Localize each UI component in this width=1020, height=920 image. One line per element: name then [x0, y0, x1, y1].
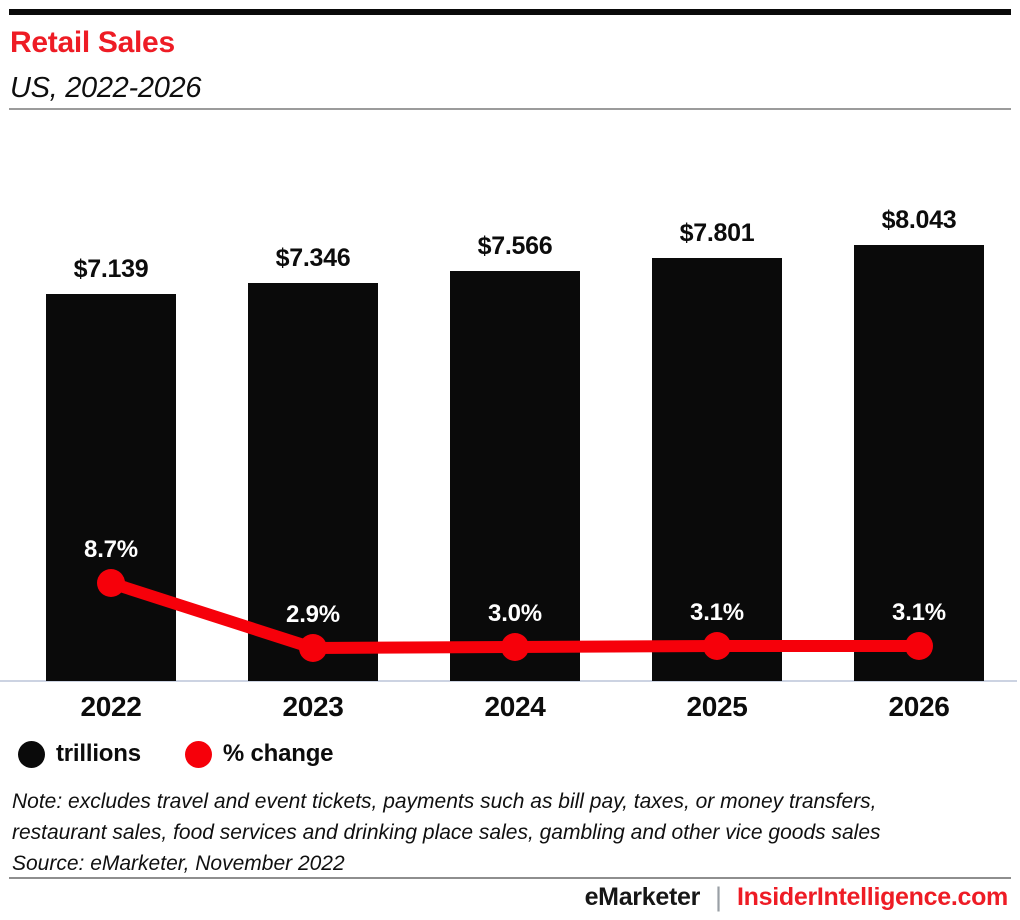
x-axis-label-2024: 2024: [484, 691, 546, 722]
legend-label: % change: [222, 740, 334, 767]
chart-subtitle: US, 2022-2026: [10, 72, 202, 104]
x-axis-label-2025: 2025: [686, 691, 748, 722]
pct-label-2022: 8.7%: [84, 536, 138, 563]
red-dot-icon: [184, 740, 212, 768]
note-line-2: restaurant sales, food services and drin…: [12, 821, 881, 844]
black-dot-icon: [18, 740, 45, 768]
chart-note: Note: excludes travel and event tickets,…: [12, 786, 1012, 879]
legend-label: trillions: [56, 740, 141, 767]
pct-label-2024: 3.0%: [488, 600, 542, 627]
x-axis-label-2022: 2022: [80, 691, 142, 722]
legend-item-pct-change: % change: [184, 740, 334, 768]
bar-value-label-2026: $8.043: [881, 206, 957, 234]
pct-label-2026: 3.1%: [892, 599, 946, 626]
footer-link-insiderintelligence[interactable]: InsiderIntelligence.com: [737, 883, 1008, 911]
bar-2022: [46, 294, 176, 681]
pct-label-2025: 3.1%: [690, 599, 744, 626]
bar-value-label-2024: $7.566: [477, 232, 553, 260]
bar-value-label-2022: $7.139: [73, 255, 149, 283]
page-title: Retail Sales: [10, 26, 175, 59]
x-axis-label-2023: 2023: [282, 691, 344, 722]
header-divider: [9, 108, 1011, 110]
bar-value-label-2025: $7.801: [679, 219, 755, 247]
top-rule: [9, 9, 1011, 15]
footer-divider: [9, 877, 1011, 879]
x-axis-baseline: [0, 680, 1017, 682]
note-line-1: Note: excludes travel and event tickets,…: [12, 790, 877, 813]
source-line: Source: eMarketer, November 2022: [12, 852, 345, 875]
x-axis-label-2026: 2026: [888, 691, 950, 722]
pct-label-2023: 2.9%: [286, 601, 340, 628]
footer-brand-emarketer: eMarketer: [584, 883, 701, 911]
footer-separator: |: [715, 882, 723, 912]
legend-item-trillions: trillions: [18, 740, 141, 768]
chart-legend: trillions % change: [18, 740, 334, 768]
bar-value-label-2023: $7.346: [275, 244, 351, 272]
footer: eMarketer | InsiderIntelligence.com: [584, 882, 1009, 913]
